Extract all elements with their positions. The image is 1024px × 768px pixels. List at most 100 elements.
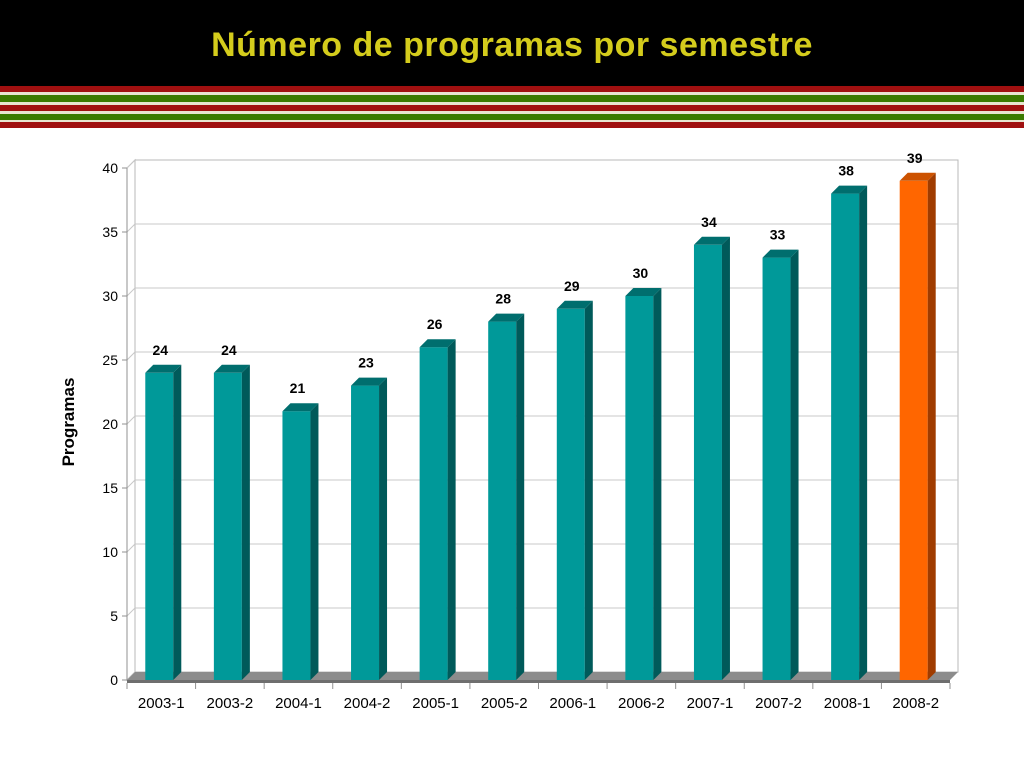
slide-title: Número de programas por semestre bbox=[211, 26, 813, 64]
stripe bbox=[0, 86, 1024, 92]
stripe bbox=[0, 105, 1024, 111]
y-tick-label: 10 bbox=[102, 544, 118, 560]
bar-front bbox=[762, 257, 791, 680]
gridline-side bbox=[126, 479, 136, 489]
bar bbox=[899, 172, 936, 681]
data-labels: 24 2003-1 24 2003-2 21 2004-1 23 2004-2 26 2005-1… bbox=[138, 150, 939, 712]
bar-side bbox=[859, 185, 868, 680]
bar-front bbox=[831, 193, 860, 680]
x-tick-label: 2007-1 bbox=[687, 695, 734, 712]
bar-side bbox=[379, 377, 388, 680]
bar-top bbox=[625, 288, 662, 296]
bar bbox=[351, 377, 388, 680]
bar bbox=[693, 236, 730, 681]
gridline-side bbox=[126, 287, 136, 297]
x-tick-label: 2005-2 bbox=[481, 695, 528, 712]
gridlines bbox=[126, 158, 959, 682]
bar-top bbox=[556, 300, 593, 309]
bar-front bbox=[693, 244, 722, 681]
bar bbox=[282, 403, 319, 680]
data-label: 38 bbox=[838, 163, 854, 179]
y-tick-label: 35 bbox=[102, 224, 118, 240]
gridline-side bbox=[126, 415, 136, 425]
bar-top bbox=[899, 172, 936, 181]
bar bbox=[488, 313, 525, 680]
bar-top bbox=[213, 364, 250, 373]
stripe bbox=[0, 92, 1024, 95]
bar-side bbox=[173, 364, 182, 680]
data-label: 26 bbox=[427, 316, 443, 332]
x-tick-label: 2004-1 bbox=[275, 695, 322, 712]
x-tick-label: 2006-2 bbox=[618, 695, 665, 712]
bar bbox=[762, 249, 799, 680]
data-label: 29 bbox=[564, 278, 580, 294]
x-tick-label: 2003-1 bbox=[138, 695, 185, 712]
y-tick-label: 40 bbox=[102, 160, 118, 176]
y-axis-title: Programas bbox=[59, 378, 78, 467]
data-label: 23 bbox=[358, 355, 374, 371]
bar-top bbox=[419, 339, 456, 348]
floor-top bbox=[127, 672, 958, 680]
chart-floor bbox=[127, 672, 958, 683]
stripe bbox=[0, 102, 1024, 105]
data-label: 39 bbox=[907, 150, 923, 166]
axes: 0 5 10 15 20 25 30 35 40 bbox=[102, 160, 951, 689]
x-tick-label: 2007-2 bbox=[755, 695, 802, 712]
bar-front bbox=[899, 180, 928, 681]
bar-side bbox=[584, 300, 593, 680]
x-tick-label: 2008-1 bbox=[824, 695, 871, 712]
gridline-side bbox=[126, 159, 136, 169]
bar-side bbox=[516, 313, 525, 680]
x-tick-label: 2004-2 bbox=[344, 695, 391, 712]
bar-top bbox=[282, 403, 319, 412]
bar-top bbox=[488, 313, 525, 322]
data-label: 28 bbox=[495, 291, 511, 307]
bar bbox=[213, 364, 250, 680]
data-label: 34 bbox=[701, 214, 717, 230]
bar bbox=[419, 339, 456, 680]
bar-top bbox=[762, 249, 799, 258]
stripe bbox=[0, 114, 1024, 120]
bar-front bbox=[213, 372, 242, 680]
bar-front bbox=[488, 321, 517, 680]
bar-side bbox=[653, 288, 662, 680]
bar-side bbox=[241, 364, 250, 680]
bars bbox=[145, 172, 936, 681]
data-label: 24 bbox=[153, 342, 169, 358]
x-tick-label: 2003-2 bbox=[207, 695, 254, 712]
bar-front bbox=[556, 308, 585, 680]
stripe bbox=[0, 120, 1024, 122]
bar-front bbox=[145, 372, 174, 680]
bar-front bbox=[419, 347, 448, 680]
x-tick-label: 2005-1 bbox=[412, 695, 459, 712]
bar-front bbox=[282, 411, 311, 680]
bar-top bbox=[351, 377, 388, 386]
y-tick-label: 15 bbox=[102, 480, 118, 496]
data-label: 33 bbox=[770, 227, 786, 243]
stripe bbox=[0, 111, 1024, 114]
bar-side bbox=[790, 249, 799, 680]
y-tick-label: 5 bbox=[110, 608, 118, 624]
bar-top bbox=[145, 364, 182, 373]
data-label: 21 bbox=[290, 380, 306, 396]
gridline-side bbox=[126, 351, 136, 361]
bar-side bbox=[310, 403, 319, 680]
bar-front bbox=[351, 385, 380, 680]
bar bbox=[556, 300, 593, 680]
gridline-side bbox=[126, 223, 136, 233]
slide-header bbox=[0, 0, 1024, 86]
stripe bbox=[0, 95, 1024, 102]
decorative-stripes bbox=[0, 86, 1024, 128]
x-tick-label: 2006-1 bbox=[549, 695, 596, 712]
bar-side bbox=[721, 236, 730, 681]
x-tick-label: 2008-2 bbox=[892, 695, 939, 712]
data-label: 30 bbox=[633, 265, 649, 281]
bar bbox=[625, 288, 662, 680]
y-tick-label: 30 bbox=[102, 288, 118, 304]
gridline-side bbox=[126, 543, 136, 553]
bar-top bbox=[831, 185, 868, 194]
floor-front bbox=[127, 680, 950, 683]
bar-front bbox=[625, 296, 654, 680]
bar bbox=[831, 185, 868, 680]
bar-side bbox=[927, 172, 936, 681]
